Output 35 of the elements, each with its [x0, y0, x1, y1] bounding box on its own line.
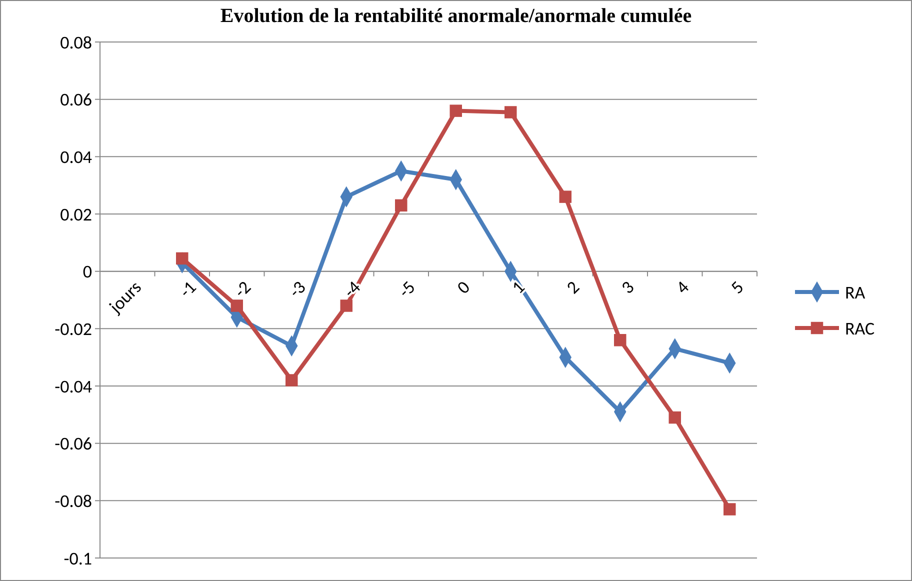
point [724, 503, 736, 516]
x-tick-label: -4 [338, 276, 365, 302]
y-tick-label: 0 [82, 260, 92, 283]
point [614, 334, 626, 346]
y-tick-label: -0.04 [54, 375, 92, 398]
point [395, 199, 408, 212]
point [340, 300, 352, 312]
y-tick-label: 0.08 [60, 31, 92, 54]
legend-label: RA [845, 281, 866, 304]
point [450, 104, 462, 117]
y-tick-label: -0.06 [54, 432, 92, 455]
x-tick-label: 5 [726, 276, 748, 298]
point [559, 190, 572, 203]
y-tick-label: 0.04 [60, 146, 92, 168]
y-tick-label: -0.02 [54, 318, 92, 340]
x-tick-label: 1 [507, 276, 530, 298]
y-tick-label: 0.06 [60, 88, 92, 111]
point [176, 252, 188, 265]
point [504, 106, 517, 118]
y-tick-label: 0.02 [60, 203, 92, 226]
x-tick-label: -1 [174, 276, 201, 302]
x-tick-label: 3 [616, 276, 639, 298]
x-tick-label: -3 [284, 276, 310, 302]
x-tick-label: -5 [394, 276, 420, 302]
point [230, 300, 243, 312]
x-tick-label: 0 [452, 276, 474, 298]
x-tick-label: -2 [229, 276, 256, 302]
point [668, 411, 681, 424]
chart-title: Evolution de la rentabilité anormale/anormale cumulée [220, 5, 692, 27]
x-tick-label: 2 [562, 276, 584, 298]
legend-label: RAC [845, 317, 876, 340]
y-tick-label: -0.08 [54, 490, 92, 512]
x-tick-label: 4 [671, 276, 694, 298]
y-tick-label: -0.1 [64, 547, 92, 570]
point [286, 374, 298, 386]
